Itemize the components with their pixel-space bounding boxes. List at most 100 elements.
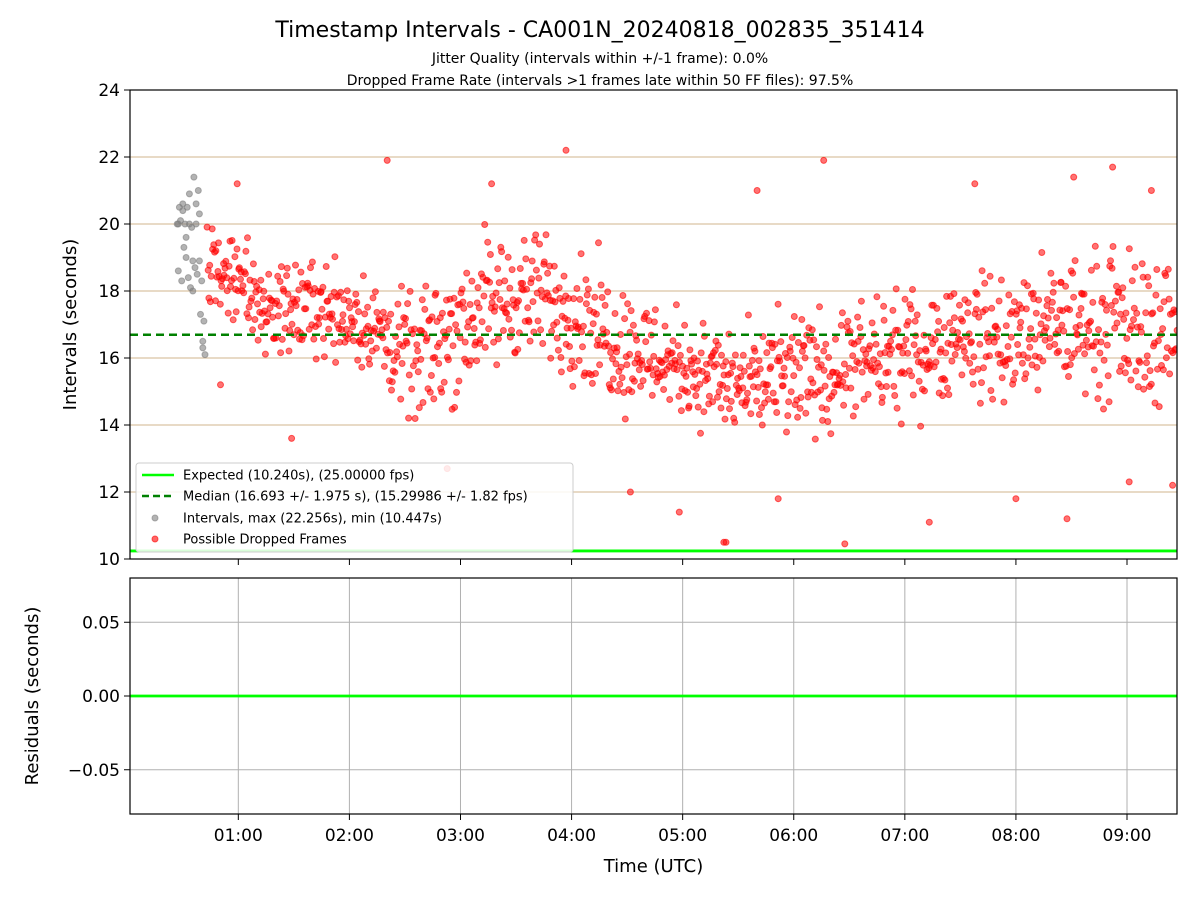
dropped-frame-point: [423, 334, 431, 342]
dropped-frame-point: [642, 338, 650, 346]
dropped-frame-point: [623, 361, 631, 369]
dropped-frame-point: [562, 146, 570, 154]
dropped-frame-point: [1070, 293, 1078, 301]
intervals-plot-frame: [129, 89, 1178, 560]
dropped-frame-point: [1095, 326, 1102, 334]
dropped-frame-point: [325, 325, 333, 333]
dropped-frame-point: [481, 221, 489, 228]
dropped-frame-point: [718, 351, 725, 359]
dropped-frame-point: [633, 336, 641, 344]
dropped-frame-point: [261, 350, 269, 358]
dropped-frame-point: [1154, 337, 1162, 345]
dropped-frame-point: [823, 405, 831, 413]
dropped-frame-point: [1010, 376, 1018, 384]
dropped-frame-point: [612, 360, 620, 368]
dropped-frame-point: [411, 415, 419, 422]
dropped-frame-point: [568, 357, 576, 365]
dropped-frame-point: [455, 377, 463, 385]
dropped-frame-point: [820, 366, 828, 374]
legend-label-dropped: Possible Dropped Frames: [183, 533, 347, 548]
dropped-frame-point: [550, 262, 558, 270]
dropped-frame-point: [767, 363, 775, 371]
residuals-y-tick-label: −0.05: [68, 761, 120, 781]
dropped-frame-point: [207, 272, 215, 280]
dropped-frame-point: [466, 301, 474, 308]
dropped-frame-point: [1002, 322, 1010, 330]
dropped-frame-point: [292, 261, 299, 269]
dropped-frame-point: [468, 277, 476, 285]
dropped-frame-point: [453, 327, 461, 335]
dropped-frame-point: [276, 278, 284, 285]
dropped-frame-point: [428, 313, 436, 321]
dropped-frame-point: [1159, 325, 1167, 333]
interval-point: [179, 200, 187, 208]
interval-point: [192, 200, 200, 208]
dropped-frame-point: [248, 294, 256, 302]
dropped-frame-point: [432, 289, 440, 297]
dropped-frame-point: [1142, 309, 1150, 317]
dropped-frame-point: [849, 412, 857, 420]
dropped-frame-point: [854, 313, 862, 321]
chart-subtitle-jitter: Jitter Quality (intervals within +/-1 fr…: [431, 51, 768, 67]
dropped-frame-point: [988, 304, 996, 312]
dropped-frame-point: [939, 392, 947, 400]
dropped-frame-point: [694, 403, 702, 411]
dropped-frame-point: [547, 354, 555, 362]
dropped-frame-point: [1128, 322, 1135, 330]
dropped-frame-point: [287, 306, 295, 314]
dropped-frame-point: [900, 342, 908, 350]
dropped-frame-point: [956, 336, 964, 344]
intervals-y-tick-label: 16: [98, 349, 120, 369]
dropped-frame-point: [726, 405, 733, 413]
dropped-frame-point: [676, 351, 684, 359]
dropped-frame-point: [969, 380, 977, 388]
dropped-frame-point: [721, 415, 729, 423]
dropped-frame-point: [520, 236, 528, 244]
interval-point: [195, 257, 203, 265]
intervals-y-tick-label: 22: [98, 148, 120, 168]
dropped-frame-point: [1144, 273, 1152, 281]
dropped-frame-point: [438, 388, 446, 396]
intervals-x-ticks: [237, 559, 1128, 565]
dropped-frame-point: [1115, 288, 1123, 296]
dropped-frame-point: [798, 316, 806, 323]
dropped-frame-point: [523, 285, 531, 293]
dropped-frame-point: [222, 257, 230, 265]
dropped-frame-point: [1147, 380, 1155, 388]
dropped-frame-point: [878, 393, 886, 401]
dropped-frame-point: [922, 347, 930, 355]
dropped-frame-point: [385, 317, 392, 325]
dropped-frame-point: [486, 278, 494, 286]
dropped-frame-point: [890, 382, 898, 390]
dropped-frame-point: [595, 239, 602, 247]
dropped-frame-point: [1125, 360, 1133, 368]
dropped-frame-point: [674, 342, 682, 350]
dropped-frame-point: [842, 371, 850, 378]
x-axis: 01:00 02:00 03:00 04:00 05:00 06:00 07:00 08:00…: [214, 814, 1152, 846]
dropped-frame-point: [1014, 341, 1022, 348]
dropped-frame-point: [1143, 352, 1151, 360]
dropped-frame-point: [1063, 515, 1071, 523]
dropped-frame-point: [339, 317, 346, 325]
dropped-frame-point: [440, 378, 448, 386]
dropped-frame-point: [536, 240, 543, 248]
dropped-frame-point: [1037, 320, 1045, 328]
dropped-frame-point: [1143, 359, 1150, 367]
dropped-frame-point: [564, 316, 572, 324]
x-tick-label: 04:00: [547, 826, 596, 846]
dropped-frame-point: [316, 314, 323, 322]
legend-label-expected: Expected (10.240s), (25.00000 fps): [183, 469, 414, 484]
dropped-frame-point: [825, 354, 833, 361]
dropped-frame-point: [1087, 317, 1095, 325]
dropped-frame-point: [989, 395, 997, 403]
dropped-frame-point: [858, 368, 866, 376]
x-tick-label: 06:00: [769, 826, 818, 846]
dropped-frame-point: [535, 274, 543, 282]
dropped-frame-point: [973, 290, 981, 298]
dropped-frame-point: [1103, 341, 1111, 349]
dropped-frame-point: [717, 404, 725, 412]
dropped-frame-point: [1149, 309, 1157, 317]
dropped-frame-point: [839, 378, 847, 386]
dropped-frame-point: [269, 313, 277, 321]
interval-point: [178, 277, 186, 285]
